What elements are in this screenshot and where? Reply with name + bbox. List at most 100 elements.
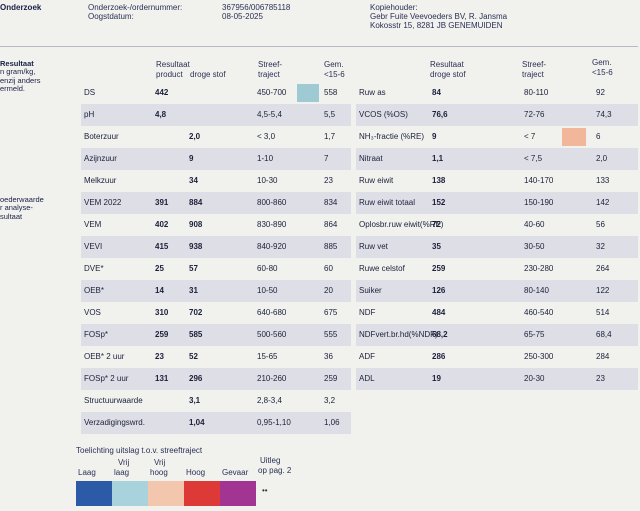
- left-table-row: Boterzuur 2,0 < 3,0 1,7: [81, 126, 351, 148]
- row-name: OEB* 2 uur: [84, 352, 125, 361]
- row-streef: 800-860: [257, 198, 287, 207]
- row-product: 4,8: [155, 110, 167, 119]
- row-name: Verzadigingswrd.: [84, 418, 145, 427]
- row-streef: 210-260: [257, 374, 287, 383]
- date-label: Oogstdatum:: [88, 12, 134, 21]
- row-gem: 834: [324, 198, 338, 207]
- row-droge: 938: [189, 242, 203, 251]
- row-streef: 150-190: [524, 198, 554, 207]
- row-droge: 57: [189, 264, 198, 273]
- row-name: NDF: [359, 308, 376, 317]
- row-name: OEB*: [84, 286, 105, 295]
- left-table-row: Melkzuur 34 10-30 23: [81, 170, 351, 192]
- legend-label: hoog: [150, 468, 168, 477]
- row-product: 25: [155, 264, 164, 273]
- row-streef: < 7: [524, 132, 536, 141]
- left-table-row: VEM 402 908 830-890 864: [81, 214, 351, 236]
- row-gem: 514: [596, 308, 610, 317]
- right-header-gem-2: <15-6: [592, 68, 613, 77]
- row-name: DVE*: [84, 264, 104, 273]
- row-streef: 250-300: [524, 352, 554, 361]
- row-droge: 31: [189, 286, 198, 295]
- row-gem: 675: [324, 308, 338, 317]
- left-table-row: OEB* 14 31 10-50 20: [81, 280, 351, 302]
- left-table-row: DS 442 450-700 558: [81, 82, 351, 104]
- legend-title: Toelichting uitslag t.o.v. streeftraject: [76, 446, 203, 455]
- row-gem: 32: [596, 242, 605, 251]
- legend-label-top: Vrij: [118, 458, 130, 467]
- left-table-row: pH 4,8 4,5-5,4 5,5: [81, 104, 351, 126]
- left-table-row: VEVI 415 938 840-920 885: [81, 236, 351, 258]
- left-header-streef-2: traject: [258, 70, 280, 79]
- legend-label: Gevaar: [222, 468, 249, 477]
- row-gem: 68,4: [596, 330, 612, 339]
- sidebar-resultaat: Resultaat n gram/kg, enzij anders ermeld…: [0, 59, 40, 94]
- copy-line-2: Kokosstr 15, 8281 JB GENEMUIDEN: [370, 21, 503, 30]
- row-value: 484: [432, 308, 446, 317]
- left-table-row: VOS 310 702 640-680 675: [81, 302, 351, 324]
- row-value: 138: [432, 176, 446, 185]
- left-table-row: Azijnzuur 9 1-10 7: [81, 148, 351, 170]
- row-gem: 558: [324, 88, 338, 97]
- row-droge: 702: [189, 308, 203, 317]
- row-gem: 5,5: [324, 110, 336, 119]
- right-table-row: Ruwe celstof 259 230-280 264: [356, 258, 638, 280]
- row-product: 259: [155, 330, 169, 339]
- row-product: 415: [155, 242, 169, 251]
- right-table-row: Ruw as 84 80-110 92: [356, 82, 638, 104]
- row-gem: 92: [596, 88, 605, 97]
- row-name: ADF: [359, 352, 375, 361]
- left-table-row: VEM 2022 391 884 800-860 834: [81, 192, 351, 214]
- row-gem: 259: [324, 374, 338, 383]
- row-gem: 122: [596, 286, 610, 295]
- left-table-row: Structuurwaarde 3,1 2,8-3,4 3,2: [81, 390, 351, 412]
- right-header-droge: droge stof: [430, 70, 466, 79]
- left-header-gem-2: <15-6: [324, 70, 345, 79]
- row-streef: 80-110: [524, 88, 549, 97]
- copy-label: Kopiehouder:: [370, 3, 418, 12]
- row-name: Azijnzuur: [84, 154, 117, 163]
- row-gem: 36: [324, 352, 333, 361]
- row-gem: 1,06: [324, 418, 340, 427]
- left-header-result: Resultaat: [156, 60, 190, 69]
- date-value: 08-05-2025: [222, 12, 263, 21]
- row-name: VEM 2022: [84, 198, 122, 207]
- right-table-row: ADF 286 250-300 284: [356, 346, 638, 368]
- row-streef: 65-75: [524, 330, 545, 339]
- row-product: 402: [155, 220, 169, 229]
- row-name: DS: [84, 88, 96, 97]
- sidebar-voeder-line: sultaat: [0, 211, 23, 221]
- row-streef: 10-50: [257, 286, 278, 295]
- row-streef: 40-60: [524, 220, 545, 229]
- row-name: Ruw vet: [359, 242, 388, 251]
- row-gem: 284: [596, 352, 610, 361]
- left-table-row: FOSp* 2 uur 131 296 210-260 259: [81, 368, 351, 390]
- legend-swatch: [220, 481, 256, 506]
- row-droge: 3,1: [189, 396, 201, 405]
- right-table-row: VCOS (%OS) 76,6 72-76 74,3: [356, 104, 638, 126]
- row-value: 126: [432, 286, 446, 295]
- row-name: Melkzuur: [84, 176, 117, 185]
- row-name: pH: [84, 110, 95, 119]
- row-product: 14: [155, 286, 164, 295]
- row-gem: 264: [596, 264, 610, 273]
- row-name: Structuurwaarde: [84, 396, 143, 405]
- row-streef: 0,95-1,10: [257, 418, 291, 427]
- row-value: 152: [432, 198, 446, 207]
- row-name: Suiker: [359, 286, 382, 295]
- row-streef: 840-920: [257, 242, 287, 251]
- row-name: NH₃-fractie (%RE): [359, 132, 425, 141]
- row-streef: 20-30: [524, 374, 545, 383]
- right-table-row: NDFvert.br.hd(%NDF) 68,2 65-75 68,4: [356, 324, 638, 346]
- row-name: Nitraat: [359, 154, 383, 163]
- row-droge: 34: [189, 176, 198, 185]
- row-value: 259: [432, 264, 446, 273]
- row-gem: 56: [596, 220, 605, 229]
- legend-uitleg-2: op pag. 2: [258, 466, 292, 475]
- sidebar-resultaat-line: ermeld.: [0, 84, 26, 94]
- row-streef: 500-560: [257, 330, 287, 339]
- row-gem: 142: [596, 198, 610, 207]
- right-header-result: Resultaat: [430, 60, 464, 69]
- row-streef: 2,8-3,4: [257, 396, 282, 405]
- row-value: 9: [432, 132, 437, 141]
